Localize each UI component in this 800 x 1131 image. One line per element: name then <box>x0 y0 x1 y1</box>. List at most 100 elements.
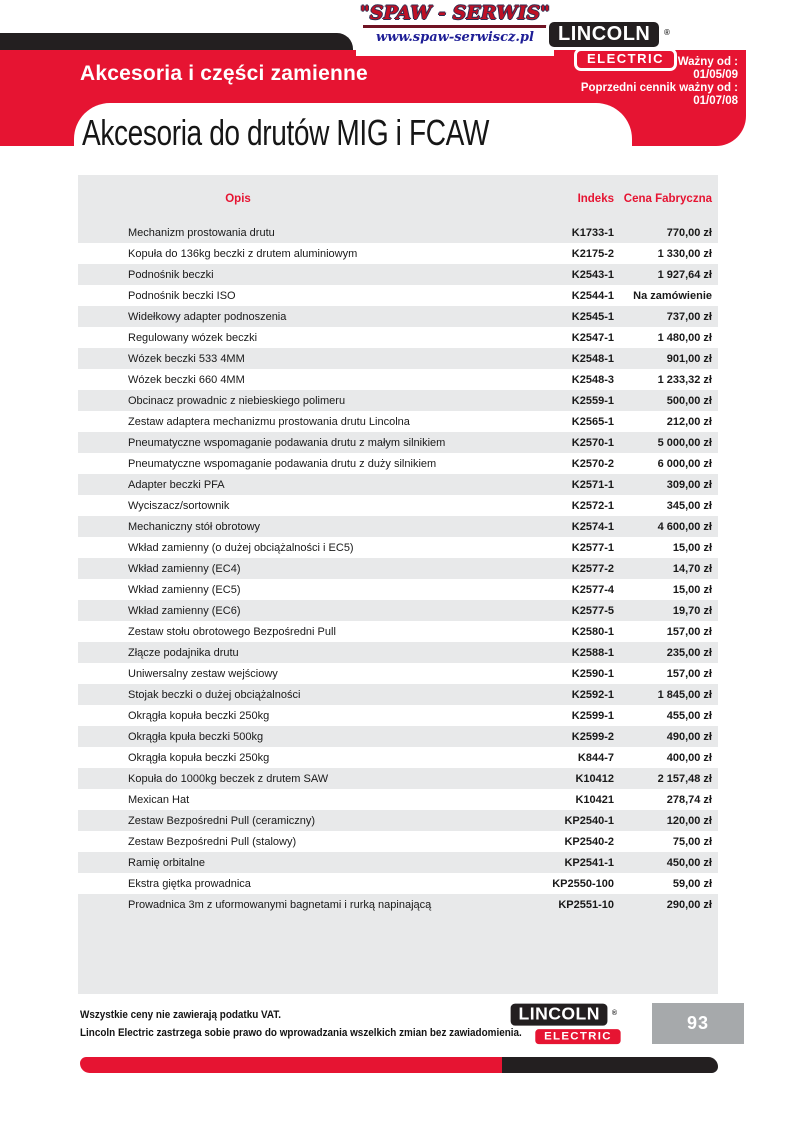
cell-cena: 278,74 zł <box>666 793 712 806</box>
table-row: Stojak beczki o dużej obciążalności K259… <box>78 684 718 705</box>
footer-note-disclaimer: Lincoln Electric zastrzega sobie prawo d… <box>80 1027 522 1039</box>
lincoln-electric-logo: LINCOLN ® ELECTRIC <box>546 19 686 71</box>
table-row: Zestaw adaptera mechanizmu prostowania d… <box>78 411 718 432</box>
table-row: Ekstra giętka prowadnica KP2550-100 59,0… <box>78 873 718 894</box>
page-title: Akcesoria do drutów MIG i FCAW <box>82 112 490 153</box>
cell-indeks: K2577-2 <box>571 562 614 575</box>
table-row: Mexican Hat K10421 278,74 zł <box>78 789 718 810</box>
cell-opis: Kopuła do 1000kg beczek z drutem SAW <box>128 772 329 785</box>
cell-cena: 345,00 zł <box>666 499 712 512</box>
table-row: Wózek beczki 533 4MM K2548-1 901,00 zł <box>78 348 718 369</box>
cell-cena: 1 845,00 zł <box>657 688 712 701</box>
cell-opis: Okrągła kopuła beczki 250kg <box>128 751 270 764</box>
content-panel-top <box>74 103 632 173</box>
table-row: Wkład zamienny (o dużej obciążalności i … <box>78 537 718 558</box>
cell-cena: 75,00 zł <box>672 835 712 848</box>
cell-indeks: K10412 <box>575 772 614 785</box>
column-header-indeks: Indeks <box>577 192 614 205</box>
cell-indeks: K2590-1 <box>571 667 614 680</box>
spaw-serwis-name: "SPAW - SERWIS" <box>359 2 551 24</box>
table-row: Podnośnik beczki ISO K2544-1 Na zamówien… <box>78 285 718 306</box>
validity-info: Ważny od : 01/05/09 Poprzedni cennik waż… <box>520 56 738 108</box>
page-number: 93 <box>686 1013 710 1033</box>
table-row: Widełkowy adapter podnoszenia K2545-1 73… <box>78 306 718 327</box>
cell-indeks: KP2550-100 <box>552 877 614 890</box>
cell-indeks: K2592-1 <box>571 688 614 701</box>
table-row: Adapter beczki PFA K2571-1 309,00 zł <box>78 474 718 495</box>
cell-opis: Wózek beczki 533 4MM <box>128 352 245 365</box>
cell-cena: 490,00 zł <box>666 730 712 743</box>
table-row: Regulowany wózek beczki K2547-1 1 480,00… <box>78 327 718 348</box>
spaw-serwis-logo: "SPAW - SERWIS" www.spaw-serwiscz.pl <box>356 0 554 56</box>
cell-opis: Wkład zamienny (EC6) <box>128 604 241 617</box>
footer-lincoln-electric-logo: LINCOLN ® ELECTRIC <box>508 1001 631 1047</box>
cell-indeks: K2599-1 <box>571 709 614 722</box>
cell-cena: 309,00 zł <box>666 478 712 491</box>
previous-validity-label: Poprzedni cennik ważny od : <box>580 82 738 94</box>
cell-opis: Zestaw Bezpośredni Pull (ceramiczny) <box>128 814 316 827</box>
cell-opis: Ramię orbitalne <box>128 856 206 869</box>
cell-cena: 901,00 zł <box>666 352 712 365</box>
cell-opis: Złącze podajnika drutu <box>128 646 239 659</box>
cell-indeks: K2580-1 <box>571 625 614 638</box>
registered-mark-icon: ® <box>663 28 671 37</box>
cell-indeks: K1733-1 <box>571 226 614 239</box>
cell-indeks: K2559-1 <box>571 394 614 407</box>
cell-opis: Zestaw Bezpośredni Pull (stalowy) <box>128 835 297 848</box>
cell-cena: 737,00 zł <box>666 310 712 323</box>
cell-indeks: K2544-1 <box>571 289 614 302</box>
cell-cena: 14,70 zł <box>672 562 712 575</box>
cell-opis: Okrągła kopuła beczki 250kg <box>128 709 270 722</box>
cell-cena: 290,00 zł <box>666 898 712 911</box>
table-row: Zestaw Bezpośredni Pull (ceramiczny) KP2… <box>78 810 718 831</box>
cell-cena: 59,00 zł <box>672 877 712 890</box>
page-number-badge: 93 <box>652 1003 744 1044</box>
table-row: Okrągła kopuła beczki 250kg K844-7 400,0… <box>78 747 718 768</box>
footer-bar-black-segment <box>502 1057 718 1073</box>
footer-note-vat: Wszystkie ceny nie zawierają podatku VAT… <box>80 1009 282 1021</box>
section-title: Akcesoria i części zamienne <box>80 62 368 85</box>
cell-indeks: K10421 <box>575 793 614 806</box>
cell-cena: 235,00 zł <box>666 646 712 659</box>
footer-lincoln-wordmark: LINCOLN ® <box>508 1001 617 1029</box>
table-row: Uniwersalny zestaw wejściowy K2590-1 157… <box>78 663 718 684</box>
cell-cena: 1 480,00 zł <box>657 331 712 344</box>
cell-indeks: K2572-1 <box>571 499 614 512</box>
cell-opis: Regulowany wózek beczki <box>128 331 258 344</box>
table-row: Zestaw stołu obrotowego Bezpośredni Pull… <box>78 621 718 642</box>
cell-opis: Widełkowy adapter podnoszenia <box>128 310 287 323</box>
cell-cena: 15,00 zł <box>672 541 712 554</box>
cell-opis: Mechaniczny stół obrotowy <box>128 520 261 533</box>
cell-opis: Okrągła kpuła beczki 500kg <box>128 730 264 743</box>
table-rows: Mechanizm prostowania drutu K1733-1 770,… <box>78 222 718 915</box>
cell-opis: Wkład zamienny (EC4) <box>128 562 241 575</box>
cell-opis: Uniwersalny zestaw wejściowy <box>128 667 278 680</box>
cell-cena: Na zamówienie <box>633 289 712 302</box>
cell-opis: Adapter beczki PFA <box>128 478 225 491</box>
cell-cena: 15,00 zł <box>672 583 712 596</box>
cell-cena: 2 157,48 zł <box>657 772 712 785</box>
cell-opis: Wkład zamienny (o dużej obciążalności i … <box>128 541 354 554</box>
cell-opis: Mechanizm prostowania drutu <box>128 226 275 239</box>
cell-indeks: K2565-1 <box>571 415 614 428</box>
cell-cena: 1 927,64 zł <box>657 268 712 281</box>
cell-indeks: K2547-1 <box>571 331 614 344</box>
cell-indeks: K2543-1 <box>571 268 614 281</box>
spaw-serwis-underline <box>363 25 547 28</box>
table-row: Kopuła do 1000kg beczek z drutem SAW K10… <box>78 768 718 789</box>
table-row: Pneumatyczne wspomaganie podawania drutu… <box>78 453 718 474</box>
cell-opis: Pneumatyczne wspomaganie podawania drutu… <box>128 457 437 470</box>
cell-indeks: K2570-2 <box>571 457 614 470</box>
table-row: Zestaw Bezpośredni Pull (stalowy) KP2540… <box>78 831 718 852</box>
cell-cena: 19,70 zł <box>672 604 712 617</box>
cell-indeks: K2571-1 <box>571 478 614 491</box>
table-row: Wózek beczki 660 4MM K2548-3 1 233,32 zł <box>78 369 718 390</box>
cell-cena: 157,00 zł <box>666 667 712 680</box>
cell-opis: Kopuła do 136kg beczki z drutem aluminio… <box>128 247 358 260</box>
cell-cena: 450,00 zł <box>666 856 712 869</box>
table-row: Okrągła kopuła beczki 250kg K2599-1 455,… <box>78 705 718 726</box>
cell-opis: Mexican Hat <box>128 793 190 806</box>
cell-opis: Wkład zamienny (EC5) <box>128 583 241 596</box>
lincoln-wordmark: LINCOLN ® <box>546 19 670 50</box>
table-row: Wkład zamienny (EC6) K2577-5 19,70 zł <box>78 600 718 621</box>
